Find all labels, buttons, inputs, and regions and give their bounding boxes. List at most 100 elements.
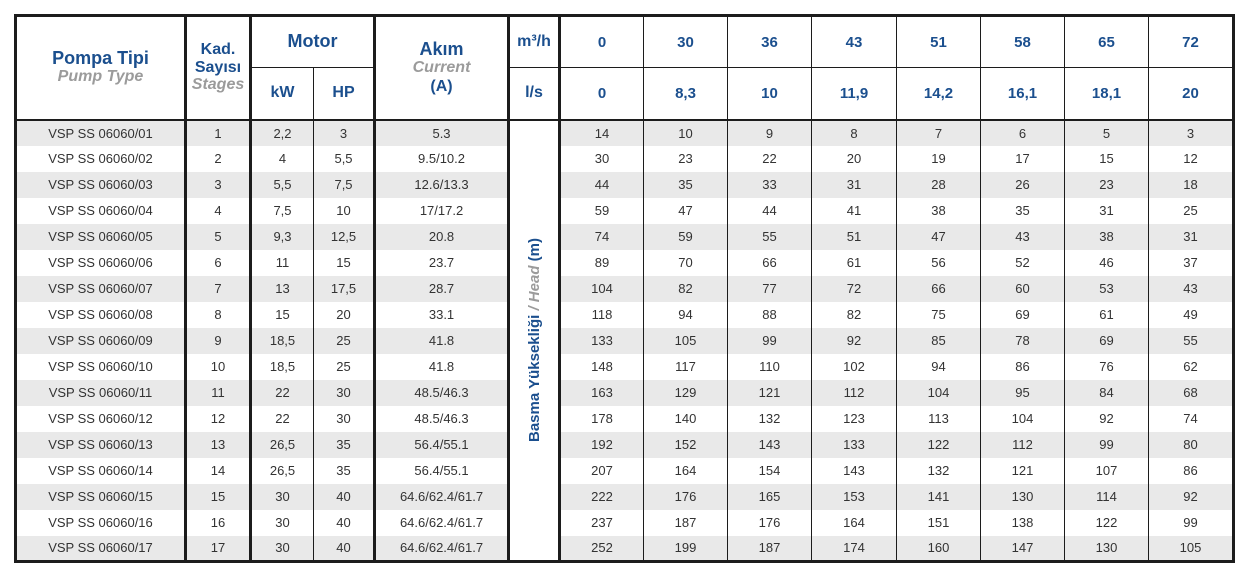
stages-cell: 14	[185, 457, 252, 484]
current-cell: 64.6/62.4/61.7	[374, 483, 511, 510]
head-cell: 117	[643, 353, 729, 380]
kw-cell: 22	[250, 405, 314, 432]
flow-ls-value: 11,9	[811, 67, 898, 121]
head-cell: 222	[559, 483, 645, 510]
head-cell: 123	[811, 405, 898, 432]
head-cell: 38	[1064, 223, 1150, 250]
stages-cell: 13	[185, 431, 252, 458]
head-axis-label: Basma Yüksekliği / Head (m)	[525, 238, 543, 442]
head-cell: 12	[1148, 145, 1234, 172]
head-cell: 74	[1148, 405, 1234, 432]
table-row: VSP SS 06060/04 4 7,5 10 17/17.2 59 47 44 41 38 35…	[15, 197, 1234, 224]
head-cell: 49	[1148, 301, 1234, 328]
current-cell: 17/17.2	[374, 197, 511, 224]
head-cell: 74	[559, 223, 645, 250]
flow-ls-value: 14,2	[896, 67, 982, 121]
pump-type-cell: VSP SS 06060/05	[15, 223, 187, 250]
pump-performance-table: Pompa Tipi Pump Type Kad. Sayısı Stages …	[14, 14, 1236, 563]
hp-cell: 3	[313, 119, 377, 146]
head-cell: 207	[559, 457, 645, 484]
head-cell: 138	[980, 509, 1066, 536]
head-cell: 23	[643, 145, 729, 172]
pump-type-cell: VSP SS 06060/14	[15, 457, 187, 484]
current-cell: 33.1	[374, 301, 511, 328]
head-cell: 44	[559, 171, 645, 198]
head-cell: 33	[727, 171, 813, 198]
pump-type-cell: VSP SS 06060/06	[15, 249, 187, 276]
kw-cell: 18,5	[250, 353, 314, 380]
head-cell: 59	[559, 197, 645, 224]
stages-cell: 9	[185, 327, 252, 354]
head-cell: 51	[811, 223, 898, 250]
head-cell: 82	[811, 301, 898, 328]
current-cell: 48.5/46.3	[374, 379, 511, 406]
table-row: VSP SS 06060/13 13 26,5 35 56.4/55.1 192 152 14…	[15, 431, 1234, 458]
head-cell: 143	[727, 431, 813, 458]
pump-type-cell: VSP SS 06060/04	[15, 197, 187, 224]
head-cell: 132	[727, 405, 813, 432]
current-cell: 64.6/62.4/61.7	[374, 509, 511, 536]
head-cell: 77	[727, 275, 813, 302]
flow-ls-value: 8,3	[643, 67, 729, 121]
kw-cell: 11	[250, 249, 314, 276]
head-cell: 99	[1148, 509, 1234, 536]
head-cell: 23	[1064, 171, 1150, 198]
head-cell: 47	[896, 223, 982, 250]
head-cell: 72	[811, 275, 898, 302]
stages-cell: 8	[185, 301, 252, 328]
head-axis-label-cell: Basma Yüksekliği / Head (m)	[508, 119, 562, 562]
kw-cell: 15	[250, 301, 314, 328]
head-cell: 140	[643, 405, 729, 432]
hp-cell: 17,5	[313, 275, 377, 302]
head-cell: 192	[559, 431, 645, 458]
table-row: VSP SS 06060/16 16 30 40 64.6/62.4/61.7 237 18…	[15, 509, 1234, 536]
head-cell: 154	[727, 457, 813, 484]
head-cell: 53	[1064, 275, 1150, 302]
flow-m3h-value: 72	[1148, 15, 1234, 68]
head-cell: 86	[980, 353, 1066, 380]
pump-type-cell: VSP SS 06060/03	[15, 171, 187, 198]
head-cell: 118	[559, 301, 645, 328]
hp-cell: 40	[313, 535, 377, 562]
current-cell: 41.8	[374, 353, 511, 380]
head-cell: 88	[727, 301, 813, 328]
head-cell: 163	[559, 379, 645, 406]
table-row: VSP SS 06060/17 17 30 40 64.6/62.4/61.7 252 19…	[15, 535, 1234, 562]
current-cell: 48.5/46.3	[374, 405, 511, 432]
head-cell: 107	[1064, 457, 1150, 484]
head-cell: 31	[1064, 197, 1150, 224]
head-cell: 6	[980, 119, 1066, 146]
head-cell: 60	[980, 275, 1066, 302]
flow-ls-value: 16,1	[980, 67, 1066, 121]
head-cell: 112	[811, 379, 898, 406]
col-header-flow-ls: l/s	[508, 67, 562, 121]
head-cell: 66	[896, 275, 982, 302]
hp-cell: 40	[313, 509, 377, 536]
current-unit-label: (A)	[430, 77, 453, 95]
table-row: VSP SS 06060/01 1 2,2 3 5.3 Basma Yüksekliği …	[15, 119, 1234, 562]
current-cell: 41.8	[374, 327, 511, 354]
head-cell: 56	[896, 249, 982, 276]
head-cell: 69	[980, 301, 1066, 328]
head-cell: 122	[1064, 509, 1150, 536]
head-axis-unit: (m)	[525, 238, 543, 266]
stages-cell: 15	[185, 483, 252, 510]
head-cell: 105	[1148, 535, 1234, 562]
head-cell: 19	[896, 145, 982, 172]
head-axis-separator: /	[525, 302, 543, 315]
col-header-stages: Kad. Sayısı Stages	[185, 15, 252, 121]
head-cell: 237	[559, 509, 645, 536]
head-cell: 130	[1064, 535, 1150, 562]
pump-type-cell: VSP SS 06060/11	[15, 379, 187, 406]
hp-cell: 30	[313, 379, 377, 406]
table-row: VSP SS 06060/02 2 4 5,5 9.5/10.2 30 23 22 20 19 17…	[15, 145, 1234, 172]
flow-m3h-value: 43	[811, 15, 898, 68]
head-cell: 176	[727, 509, 813, 536]
head-cell: 104	[896, 379, 982, 406]
pump-type-cell: VSP SS 06060/16	[15, 509, 187, 536]
current-cell: 9.5/10.2	[374, 145, 511, 172]
hp-cell: 40	[313, 483, 377, 510]
flow-m3h-value: 0	[559, 15, 645, 68]
head-cell: 133	[559, 327, 645, 354]
hp-cell: 25	[313, 353, 377, 380]
